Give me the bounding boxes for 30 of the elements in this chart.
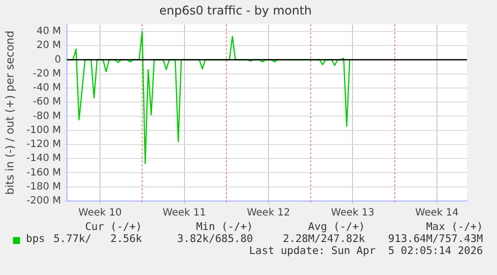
y-tick-label: 0 [54,54,61,66]
y-tick-label: 40 M [36,26,61,38]
text: 5.77k/ 2.56k [53,233,142,245]
y-tick-label: -200 M [26,196,61,207]
y-tick-label: -60 M [32,96,61,108]
y-tick-label: -80 M [32,110,61,122]
x-tick-label: Week 10 [78,208,122,219]
x-tick-label: Week 14 [415,208,459,219]
text: 913.64M/757.43M [388,233,483,245]
y-axis-title: bits in (-) / out (+) per second [3,30,16,195]
x-tick-label: Week 12 [246,208,290,219]
text: Last update: Sun Apr 5 02:05:14 2026 [249,245,483,257]
y-tick-label: 20 M [36,40,61,52]
text: 2.28M/247.82k [282,233,365,245]
text: Avg (-/+) [308,221,365,233]
text: 3.82k/685.80 [177,233,253,245]
y-tick-label: -180 M [26,181,61,192]
legend-label: bps [26,233,45,245]
text: Max (-/+) [426,221,483,233]
x-tick-label: Week 11 [162,208,206,219]
y-tick-label: -120 M [26,139,61,150]
text: Min (-/+) [196,221,253,233]
y-tick-label: -160 M [26,167,61,178]
x-tick-label: Week 13 [331,208,374,219]
chart-title: enp6s0 traffic - by month [159,3,312,18]
y-tick-label: -20 M [32,68,61,80]
y-tick-label: -100 M [26,124,61,136]
y-tick-label: -140 M [26,153,61,164]
y-tick-label: -40 M [32,82,61,94]
text: Cur (-/+) [85,221,142,233]
